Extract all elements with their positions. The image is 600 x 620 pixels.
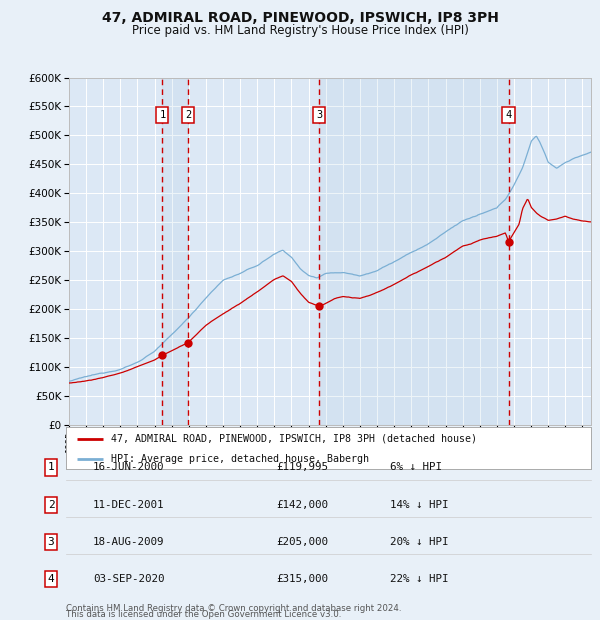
Text: Contains HM Land Registry data © Crown copyright and database right 2024.: Contains HM Land Registry data © Crown c… xyxy=(66,603,401,613)
Text: 4: 4 xyxy=(47,574,55,584)
Text: 2: 2 xyxy=(47,500,55,510)
Text: 3: 3 xyxy=(47,537,55,547)
Text: £315,000: £315,000 xyxy=(276,574,328,584)
Text: This data is licensed under the Open Government Licence v3.0.: This data is licensed under the Open Gov… xyxy=(66,610,341,619)
Text: 03-SEP-2020: 03-SEP-2020 xyxy=(93,574,164,584)
Text: 11-DEC-2001: 11-DEC-2001 xyxy=(93,500,164,510)
Text: Price paid vs. HM Land Registry's House Price Index (HPI): Price paid vs. HM Land Registry's House … xyxy=(131,24,469,37)
Text: 20% ↓ HPI: 20% ↓ HPI xyxy=(390,537,449,547)
Text: 16-JUN-2000: 16-JUN-2000 xyxy=(93,463,164,472)
Text: £142,000: £142,000 xyxy=(276,500,328,510)
Text: £205,000: £205,000 xyxy=(276,537,328,547)
Text: 47, ADMIRAL ROAD, PINEWOOD, IPSWICH, IP8 3PH (detached house): 47, ADMIRAL ROAD, PINEWOOD, IPSWICH, IP8… xyxy=(110,434,476,444)
Text: 2: 2 xyxy=(185,110,191,120)
Bar xyxy=(319,78,509,425)
Text: 22% ↓ HPI: 22% ↓ HPI xyxy=(390,574,449,584)
Text: 1: 1 xyxy=(160,110,166,120)
Text: 3: 3 xyxy=(316,110,323,120)
Text: 18-AUG-2009: 18-AUG-2009 xyxy=(93,537,164,547)
Text: 47, ADMIRAL ROAD, PINEWOOD, IPSWICH, IP8 3PH: 47, ADMIRAL ROAD, PINEWOOD, IPSWICH, IP8… xyxy=(101,11,499,25)
Text: 6% ↓ HPI: 6% ↓ HPI xyxy=(390,463,442,472)
Text: £119,995: £119,995 xyxy=(276,463,328,472)
Text: 1: 1 xyxy=(47,463,55,472)
Text: 14% ↓ HPI: 14% ↓ HPI xyxy=(390,500,449,510)
Text: 4: 4 xyxy=(505,110,512,120)
Bar xyxy=(163,78,188,425)
Text: HPI: Average price, detached house, Babergh: HPI: Average price, detached house, Babe… xyxy=(110,454,368,464)
